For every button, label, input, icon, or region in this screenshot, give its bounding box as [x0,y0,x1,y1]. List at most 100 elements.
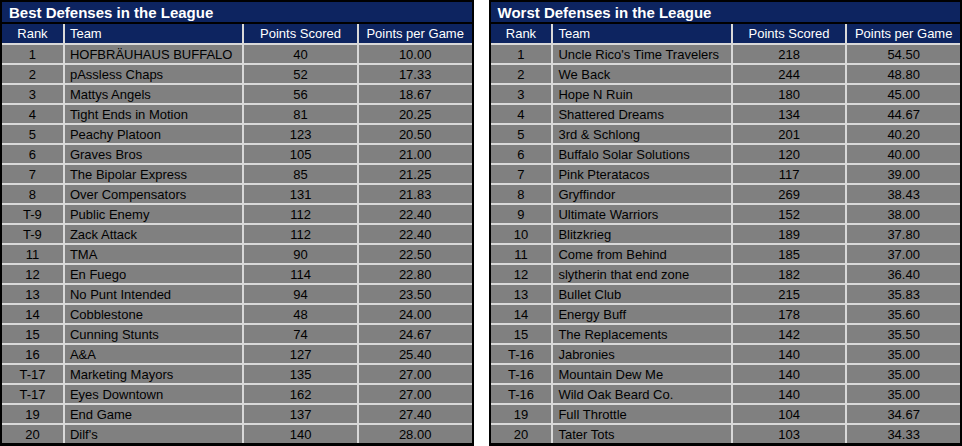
worst-defenses-title: Worst Defenses in the League [491,2,961,24]
team-cell: Zack Attack [65,225,244,243]
points-scored-cell: 244 [733,65,848,83]
table-gap-divider [474,0,489,446]
rank-cell: 2 [491,65,554,83]
rank-cell: 16 [2,345,65,363]
team-cell: En Fuego [65,265,244,283]
team-cell: TMA [65,245,244,263]
table-row: 9Ultimate Warriors15238.00 [491,203,961,223]
table-row: 2We Back24448.80 [491,63,961,83]
tables-container: Best Defenses in the League Rank Team Po… [0,0,962,446]
best-defenses-header-row: Rank Team Points Scored Points per Game [2,24,472,45]
points-per-game-cell: 34.33 [847,425,960,443]
points-per-game-cell: 35.00 [847,345,960,363]
points-scored-cell: 140 [733,365,848,383]
rank-cell: 3 [2,85,65,103]
points-per-game-cell: 39.00 [847,165,960,183]
points-per-game-cell: 10.00 [359,45,472,63]
rank-cell: T-17 [2,385,65,403]
rank-cell: 4 [2,105,65,123]
table-row: 15Cunning Stunts7424.67 [2,323,472,343]
team-cell: No Punt Intended [65,285,244,303]
rank-cell: 1 [491,45,554,63]
points-scored-cell: 40 [244,45,359,63]
points-scored-cell: 180 [733,85,848,103]
rank-cell: T-9 [2,205,65,223]
points-scored-cell: 104 [733,405,848,423]
points-per-game-cell: 35.00 [847,385,960,403]
table-row: 19Full Throttle10434.67 [491,403,961,423]
rank-cell: T-16 [491,365,554,383]
points-scored-cell: 134 [733,105,848,123]
team-cell: Marketing Mayors [65,365,244,383]
points-scored-cell: 140 [733,385,848,403]
points-per-game-cell: 22.40 [359,225,472,243]
rank-cell: T-17 [2,365,65,383]
table-row: 3Hope N Ruin18045.00 [491,83,961,103]
table-row: 16A&A12725.40 [2,343,472,363]
rank-cell: 3 [491,85,554,103]
table-row: 10Blitzkrieg18937.80 [491,223,961,243]
column-header-team: Team [65,24,244,43]
rank-cell: 5 [491,125,554,143]
points-per-game-cell: 21.83 [359,185,472,203]
team-cell: Blitzkrieg [553,225,732,243]
points-scored-cell: 123 [244,125,359,143]
points-per-game-cell: 21.00 [359,145,472,163]
team-cell: pAssless Chaps [65,65,244,83]
table-row: 12slytherin that end zone18236.40 [491,263,961,283]
points-scored-cell: 112 [244,225,359,243]
rank-cell: 14 [2,305,65,323]
points-scored-cell: 48 [244,305,359,323]
points-scored-cell: 185 [733,245,848,263]
points-scored-cell: 140 [244,425,359,443]
points-per-game-cell: 18.67 [359,85,472,103]
best-defenses-table: Best Defenses in the League Rank Team Po… [0,0,474,446]
team-cell: The Replacements [553,325,732,343]
team-cell: Wild Oak Beard Co. [553,385,732,403]
team-cell: Cunning Stunts [65,325,244,343]
points-scored-cell: 117 [733,165,848,183]
table-row: T-16Mountain Dew Me14035.00 [491,363,961,383]
team-cell: Come from Behind [553,245,732,263]
table-row: 20Tater Tots10334.33 [491,423,961,443]
points-scored-cell: 112 [244,205,359,223]
points-per-game-cell: 27.40 [359,405,472,423]
rank-cell: 7 [2,165,65,183]
team-cell: Shattered Dreams [553,105,732,123]
table-row: 19End Game13727.40 [2,403,472,423]
table-row: 6Buffalo Solar Solutions12040.00 [491,143,961,163]
team-cell: End Game [65,405,244,423]
team-cell: Uncle Rico's Time Travelers [553,45,732,63]
rank-cell: 6 [2,145,65,163]
rank-cell: 19 [2,405,65,423]
table-row: 7The Bipolar Express8521.25 [2,163,472,183]
team-cell: Ultimate Warriors [553,205,732,223]
points-scored-cell: 201 [733,125,848,143]
team-cell: Mountain Dew Me [553,365,732,383]
points-per-game-cell: 34.67 [847,405,960,423]
rank-cell: 6 [491,145,554,163]
rank-cell: 19 [491,405,554,423]
column-header-points-scored: Points Scored [733,24,848,43]
points-per-game-cell: 35.60 [847,305,960,323]
points-per-game-cell: 38.00 [847,205,960,223]
team-cell: Dilf's [65,425,244,443]
rank-cell: 8 [491,185,554,203]
table-row: 1HOFBRÄUHAUS BUFFALO4010.00 [2,45,472,63]
points-scored-cell: 120 [733,145,848,163]
points-per-game-cell: 35.83 [847,285,960,303]
rank-cell: 2 [2,65,65,83]
points-per-game-cell: 24.00 [359,305,472,323]
table-row: 14Cobblestone4824.00 [2,303,472,323]
rank-cell: 10 [491,225,554,243]
table-row: 7Pink Pteratacos11739.00 [491,163,961,183]
rank-cell: 11 [2,245,65,263]
worst-defenses-header-row: Rank Team Points Scored Points per Game [491,24,961,45]
table-row: 3Mattys Angels5618.67 [2,83,472,103]
points-per-game-cell: 35.50 [847,325,960,343]
points-per-game-cell: 27.00 [359,365,472,383]
team-cell: Peachy Platoon [65,125,244,143]
points-per-game-cell: 37.00 [847,245,960,263]
team-cell: Full Throttle [553,405,732,423]
rank-cell: 15 [2,325,65,343]
